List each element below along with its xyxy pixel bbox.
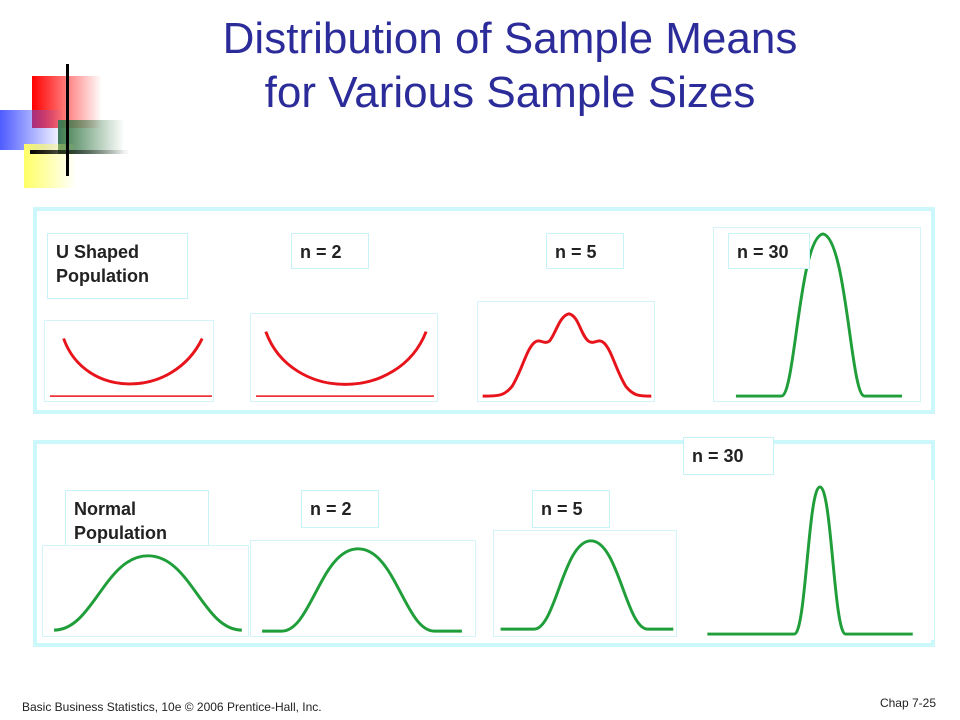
slide-title-line-2: for Various Sample Sizes (264, 68, 756, 117)
slide-title-line-1: Distribution of Sample Means (222, 14, 798, 63)
u-shaped-n30-curve (735, 232, 903, 398)
decorative-squares-logo (0, 64, 130, 188)
normal-population-curve-box (42, 545, 249, 637)
u-shaped-population-curve (49, 337, 212, 397)
u-shaped-n30-curve-box (713, 227, 921, 402)
u-shaped-label-line-2: Population (56, 266, 149, 286)
u-shaped-n5-curve (482, 312, 652, 398)
normal-n2-curve-box (250, 540, 476, 637)
normal-n30-curve-box (698, 480, 934, 640)
top-n2-label: n = 2 (291, 233, 369, 269)
normal-n5-curve-box (493, 530, 677, 637)
normal-population-label: Normal Population (65, 490, 209, 546)
u-shaped-n2-curve-box (250, 313, 438, 402)
normal-label-line-1: Normal (74, 499, 137, 519)
normal-n30-curve (707, 485, 913, 636)
u-shaped-n2-curve (256, 331, 434, 397)
u-shaped-n5-curve-box (477, 301, 655, 402)
normal-population-curve (53, 554, 242, 632)
bottom-n2-label: n = 2 (301, 490, 379, 528)
u-shaped-label-line-1: U Shaped (56, 242, 140, 262)
normal-n5-curve (500, 539, 674, 631)
normal-label-line-2: Population (74, 523, 167, 543)
u-shaped-population-curve-box (44, 320, 214, 402)
bottom-n30-label: n = 30 (683, 437, 774, 475)
bottom-n5-label: n = 5 (532, 490, 610, 528)
slide-title: Distribution of Sample Means for Various… (150, 12, 870, 120)
top-n30-label: n = 30 (728, 233, 810, 269)
top-n5-label: n = 5 (546, 233, 624, 269)
normal-n2-curve (262, 547, 462, 633)
footer-citation: Basic Business Statistics, 10e © 2006 Pr… (22, 700, 322, 714)
footer-slide-number: Chap 7-25 (879, 696, 936, 710)
u-shaped-population-label: U Shaped Population (47, 233, 188, 299)
